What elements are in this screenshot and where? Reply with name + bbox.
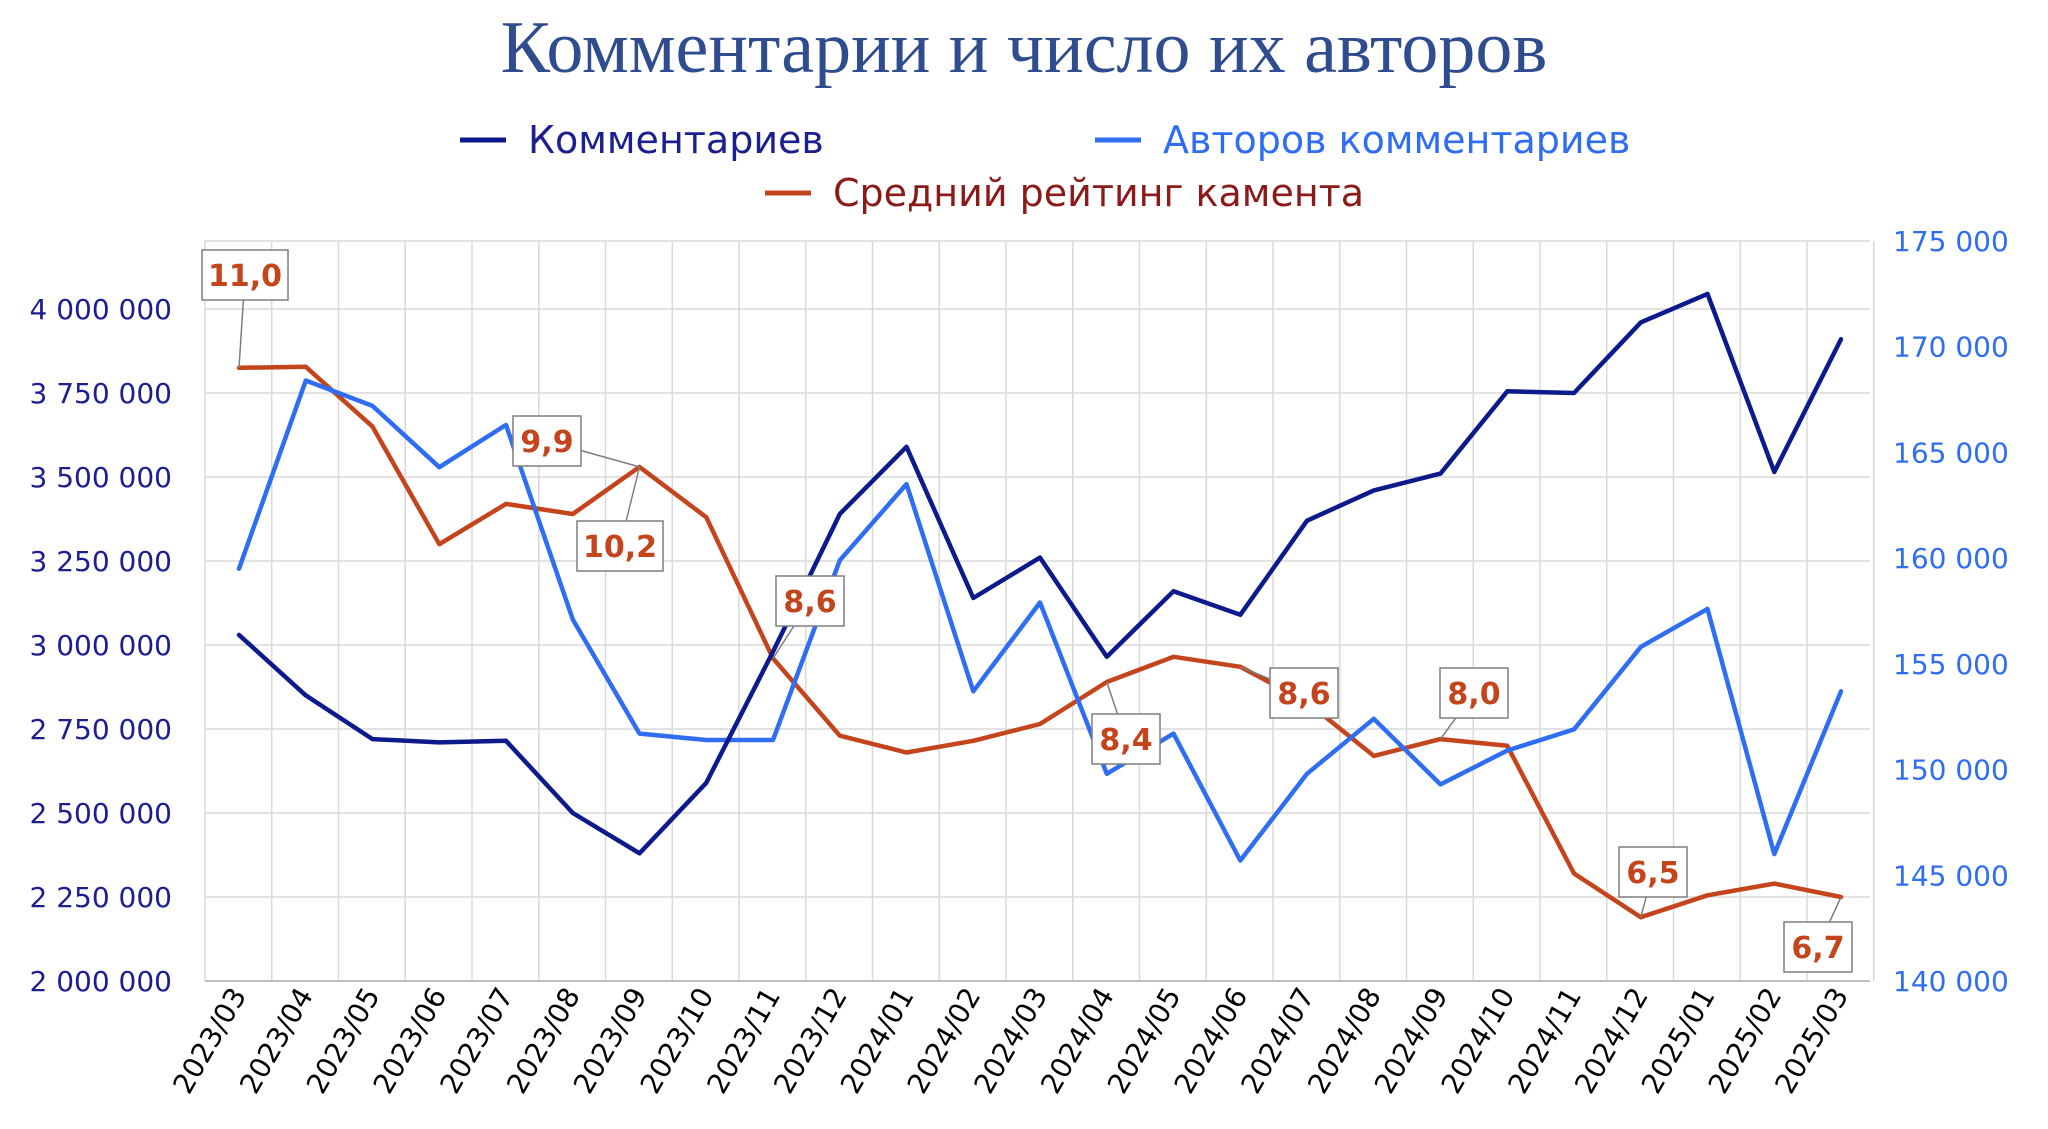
y-left-tick-label: 4 000 000: [29, 293, 172, 326]
y-right-tick-label: 160 000: [1893, 542, 2009, 575]
data-label-callout: 9,9: [512, 415, 640, 468]
legend-label: Комментариев: [528, 118, 824, 162]
callout-value: 8,6: [783, 585, 836, 620]
y-left-tick-label: 2 000 000: [29, 965, 172, 998]
callout-box: [1439, 667, 1509, 719]
y-right-tick-label: 165 000: [1893, 436, 2009, 469]
y-left-tick-label: 3 000 000: [29, 629, 172, 662]
legend-label: Средний рейтинг камента: [833, 171, 1364, 215]
data-label-callout: 11,0: [201, 249, 289, 368]
callout-box: [1269, 667, 1339, 719]
series-line: [236, 378, 1844, 863]
callout-box: [1783, 921, 1853, 973]
series-lines: [236, 291, 1844, 920]
data-label-callout: 6,5: [1618, 846, 1688, 918]
callout-value: 8,6: [1277, 677, 1330, 712]
chart-title: Комментарии и число их авторов: [501, 7, 1548, 89]
data-label-callout: 10,2: [576, 466, 664, 572]
data-label-callouts: 11,0 9,9 10,2 8,6 8,4 8,6 8,0 6,5 6,7: [201, 249, 1853, 973]
callout-box: [201, 249, 289, 301]
y-right-tick-label: 150 000: [1893, 754, 2009, 787]
y-left-tick-label: 3 750 000: [29, 377, 172, 410]
callout-value: 9,9: [520, 425, 573, 460]
data-label-callout: 6,7: [1783, 896, 1853, 973]
y-right-tick-label: 170 000: [1893, 331, 2009, 364]
data-label-callout: 8,0: [1439, 667, 1509, 740]
y-right-tick-label: 155 000: [1893, 648, 2009, 681]
axes: 2 000 000 2 250 000 2 500 000 2 750 000 3 00…: [29, 225, 2008, 1099]
callout-value: 8,0: [1447, 677, 1500, 712]
callout-value: 8,4: [1099, 723, 1152, 758]
y-right-tick-label: 145 000: [1893, 859, 2009, 892]
y-right-tick-label: 175 000: [1893, 225, 2009, 258]
legend-label: Авторов комментариев: [1163, 118, 1630, 162]
callout-box: [512, 415, 582, 467]
data-label-callout: 8,4: [1091, 681, 1161, 765]
y-left-tick-label: 3 500 000: [29, 461, 172, 494]
callout-value: 11,0: [208, 259, 282, 294]
series-line: [236, 291, 1844, 856]
y-left-tick-label: 2 750 000: [29, 713, 172, 746]
callout-value: 10,2: [583, 530, 657, 565]
y-left-tick-label: 2 250 000: [29, 881, 172, 914]
callout-value: 6,5: [1626, 856, 1679, 891]
y-left-tick-label: 2 500 000: [29, 797, 172, 830]
data-label-callout: 8,6: [772, 575, 845, 659]
data-label-callout: 8,6: [1239, 666, 1339, 719]
callout-value: 6,7: [1791, 931, 1844, 966]
y-left-tick-label: 3 250 000: [29, 545, 172, 578]
callout-box: [576, 520, 664, 572]
callout-box: [1618, 846, 1688, 898]
y-right-tick-label: 140 000: [1893, 965, 2009, 998]
legend: Комментариев Авторов комментариев Средний …: [460, 118, 1630, 215]
series-line: [236, 364, 1844, 920]
callout-box: [775, 575, 845, 627]
callout-box: [1091, 713, 1161, 765]
